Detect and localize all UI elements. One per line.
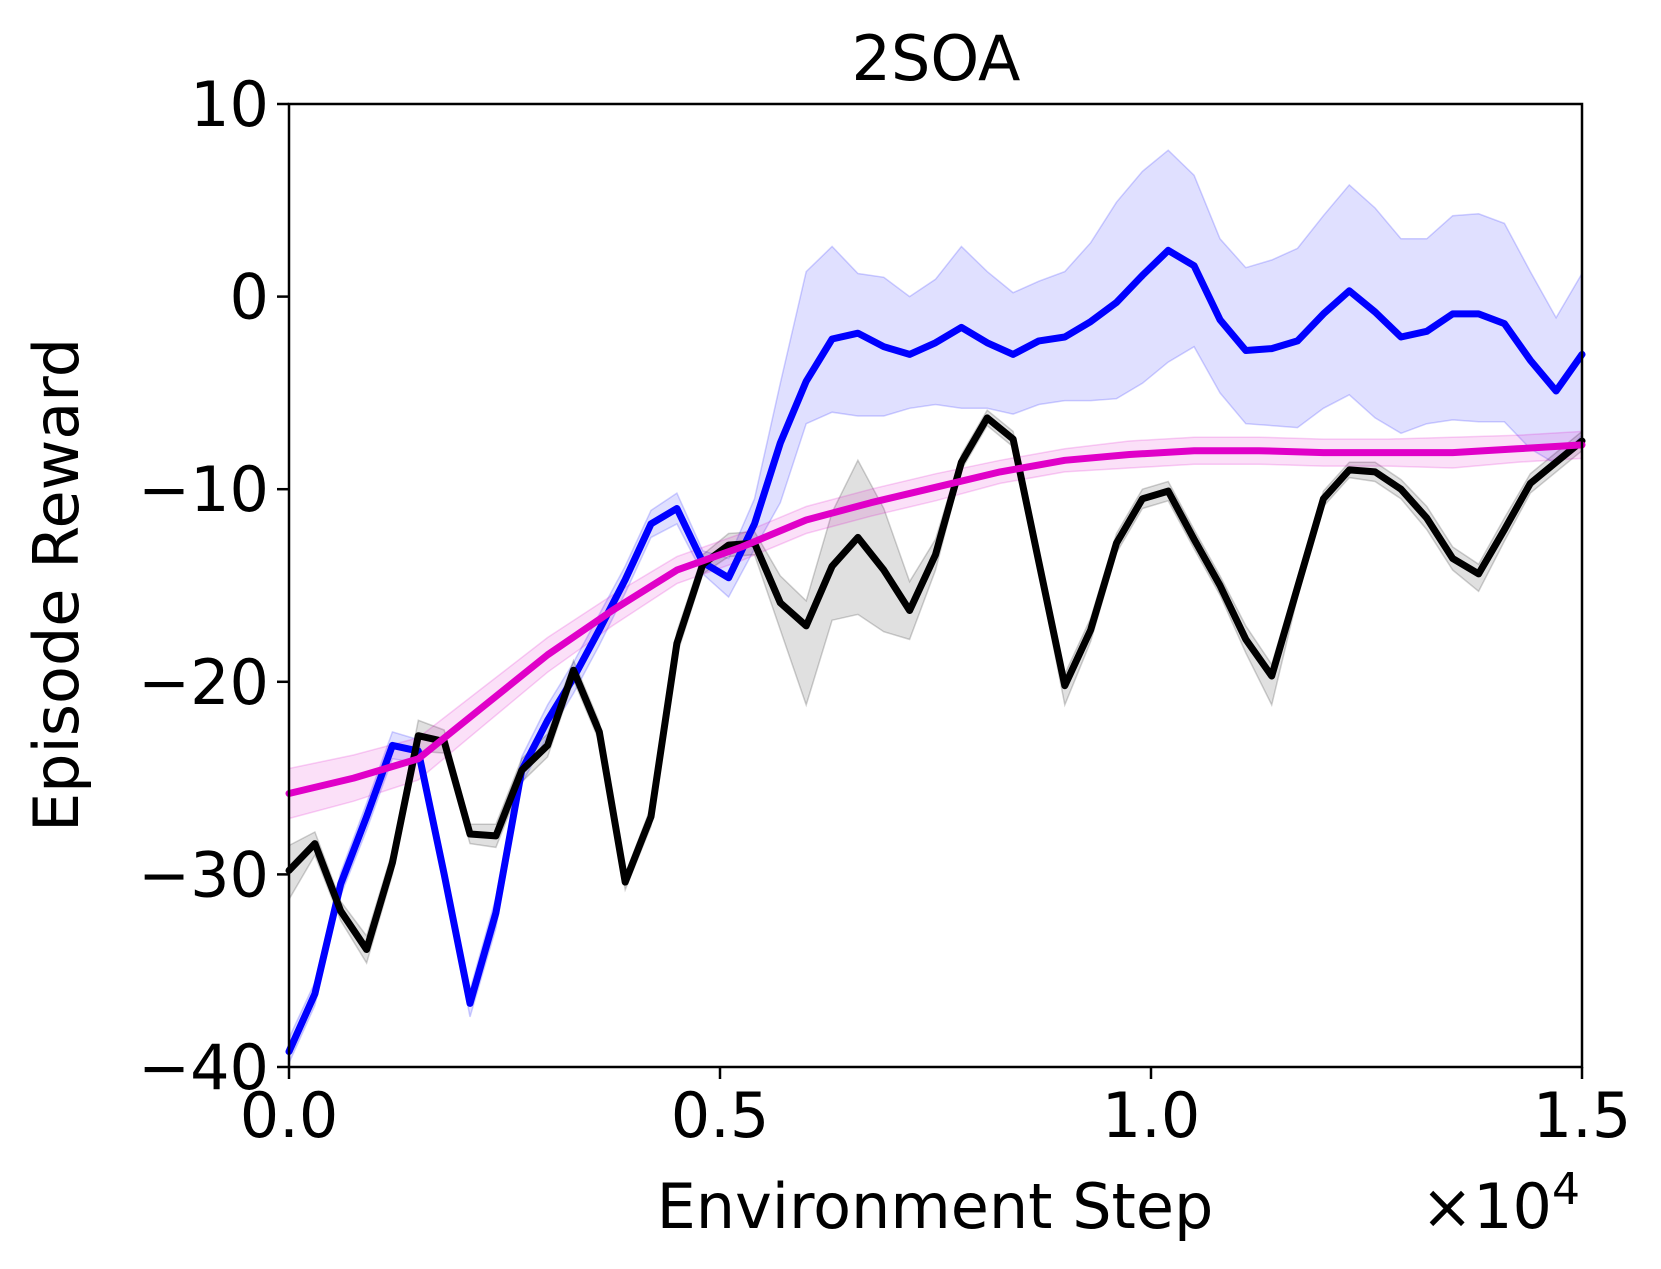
x-axis-ticks: 0.0 0.5 1.0 1.5: [240, 1067, 1632, 1152]
confidence-bands: [288, 149, 1583, 1064]
x-axis-scale-exponent: 4: [1552, 1164, 1580, 1215]
y-tick-label: −20: [138, 646, 269, 719]
y-axis-ticks: 10 0 −10 −20 −30 −40: [138, 68, 289, 1104]
x-axis-scale-base: ×10: [1421, 1170, 1552, 1243]
x-tick-label: 1.0: [1102, 1079, 1201, 1152]
y-tick-label: −10: [138, 453, 269, 526]
y-tick-label: 10: [190, 68, 269, 141]
y-tick-label: −40: [138, 1031, 269, 1104]
x-axis-label: Environment Step: [657, 1170, 1214, 1243]
y-axis-label: Episode Reward: [20, 338, 93, 832]
plot-frame: [287, 102, 1584, 1069]
series-lines: [285, 246, 1586, 1056]
x-tick-label: 0.5: [671, 1079, 770, 1152]
band-blue: [288, 149, 1583, 1064]
y-tick-label: 0: [230, 261, 269, 334]
x-tick-label: 1.5: [1533, 1079, 1632, 1152]
line-black: [285, 414, 1586, 953]
x-tick-label: 0.0: [240, 1079, 339, 1152]
y-tick-label: −30: [138, 838, 269, 911]
line-magenta: [285, 441, 1586, 797]
line-blue: [285, 246, 1586, 1056]
chart-title: 2SOA: [852, 22, 1021, 95]
x-axis-scale-label: ×104: [1421, 1164, 1580, 1243]
